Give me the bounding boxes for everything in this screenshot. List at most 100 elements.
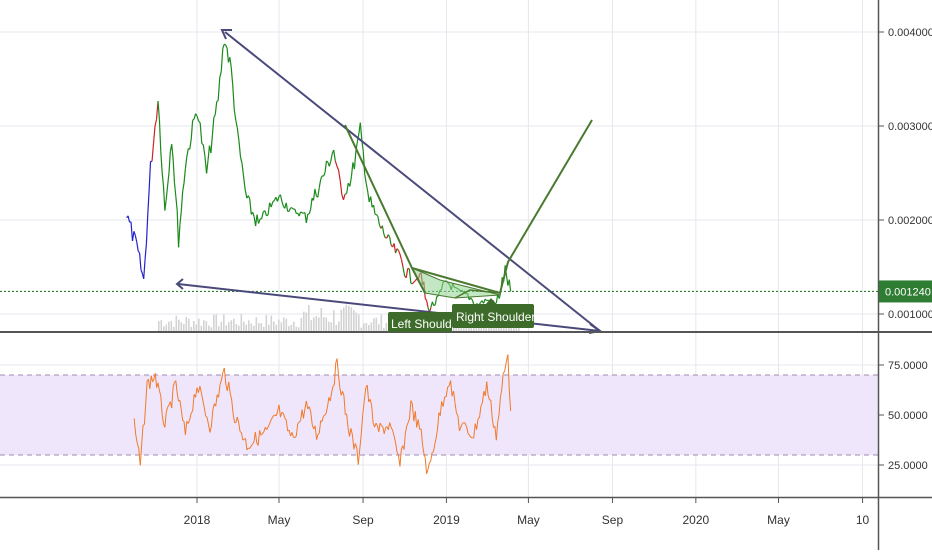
time-tick-label: Sep: [602, 513, 624, 527]
price-segment: [202, 143, 204, 145]
volume-bar: [348, 306, 350, 331]
price-segment: [354, 151, 355, 169]
price-segment: [231, 67, 233, 85]
time-tick-label: May: [268, 513, 291, 527]
price-segment: [351, 162, 352, 176]
price-segment: [172, 144, 173, 158]
price-segment: [318, 188, 319, 198]
price-segment: [282, 201, 283, 206]
price-segment: [337, 166, 339, 170]
time-tick-label: Sep: [352, 513, 374, 527]
price-segment: [148, 189, 149, 213]
price-segment: [191, 120, 192, 139]
price-segment: [406, 268, 408, 277]
price-segment: [199, 121, 201, 123]
volume-bar: [283, 317, 285, 331]
price-segment: [289, 208, 290, 211]
volume-bar: [303, 312, 305, 331]
price-segment: [509, 280, 510, 292]
price-segment: [214, 115, 215, 118]
volume-bar: [168, 322, 170, 331]
price-segment: [158, 101, 159, 120]
price-segment: [402, 260, 404, 268]
rsi-tick-label: 25.0000: [888, 460, 928, 472]
volume-bar: [503, 328, 505, 331]
volume-bar: [328, 322, 330, 331]
price-segment: [203, 145, 205, 157]
price-segment: [236, 120, 238, 128]
left-shoulder-text: Left Shoulder: [391, 317, 462, 331]
rsi-segment: [505, 362, 507, 371]
volume-bar: [166, 325, 168, 331]
volume-bar: [211, 327, 213, 331]
volume-bar: [233, 319, 235, 331]
price-segment: [187, 148, 188, 156]
volume-bar: [366, 323, 368, 331]
price-segment: [241, 157, 243, 164]
volume-bar: [261, 323, 263, 331]
price-segment: [215, 102, 216, 115]
volume-bar: [181, 322, 183, 331]
volume-bar: [296, 327, 298, 331]
volume-bar: [176, 316, 178, 331]
volume-bar: [341, 310, 343, 331]
price-segment: [257, 215, 258, 224]
price-segment: [144, 259, 145, 279]
volume-bar: [203, 320, 205, 331]
price-segment: [166, 186, 167, 200]
price-segment: [190, 139, 191, 149]
rsi-segment: [432, 452, 433, 453]
price-segment: [309, 209, 310, 214]
price-segment: [221, 48, 223, 71]
price-segment: [162, 172, 163, 186]
volume-bar: [196, 325, 198, 331]
price-segment: [265, 211, 267, 216]
volume-bar: [173, 327, 175, 331]
volume-bar: [363, 323, 365, 331]
price-segment: [335, 161, 337, 166]
price-segment: [321, 176, 322, 180]
volume-bar: [161, 320, 163, 331]
volume-bar: [323, 317, 325, 331]
volume-bar: [371, 322, 373, 331]
price-series: [127, 44, 511, 312]
price-segment: [128, 216, 129, 222]
price-segment: [306, 214, 307, 223]
price-segment: [227, 48, 228, 62]
upper-trendline: [225, 32, 600, 331]
price-segment: [334, 150, 336, 161]
volume-bar: [276, 325, 278, 331]
price-segment: [217, 101, 218, 102]
price-segment: [220, 72, 222, 78]
volume-bar: [268, 325, 270, 331]
price-segment: [311, 198, 312, 209]
price-segment: [193, 119, 194, 120]
volume-bar: [326, 317, 328, 331]
price-segment: [154, 126, 156, 143]
price-segment: [250, 199, 251, 214]
volume-bar: [281, 322, 283, 331]
price-segment: [397, 249, 398, 251]
volume-bar: [226, 325, 228, 331]
time-tick-label: 2019: [433, 513, 460, 527]
volume-bar: [218, 326, 220, 331]
price-segment: [168, 173, 169, 186]
price-segment: [319, 179, 320, 187]
rsi-segment: [428, 463, 429, 470]
price-segment: [180, 211, 181, 224]
price-segment: [239, 140, 241, 157]
price-segment: [248, 196, 249, 200]
volume-bar: [191, 327, 193, 331]
drawings: [0, 30, 878, 333]
price-segment: [233, 85, 235, 110]
volume-bar: [301, 318, 303, 331]
volume-bar: [193, 321, 195, 331]
price-segment: [384, 234, 385, 238]
price-segment: [237, 128, 239, 140]
volume-bar: [183, 324, 185, 331]
volume-bar: [188, 319, 190, 331]
price-segment: [347, 183, 349, 193]
